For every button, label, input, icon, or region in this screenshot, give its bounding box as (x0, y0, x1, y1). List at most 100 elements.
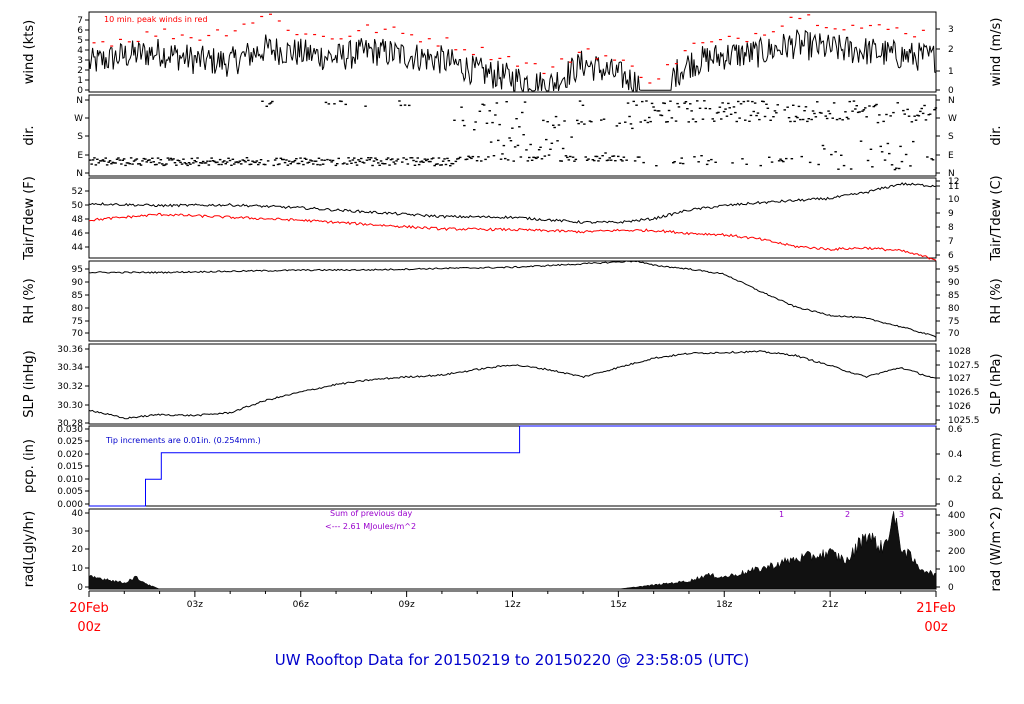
dir-point (646, 121, 650, 124)
dir-point (310, 160, 314, 162)
rh-ytick-label-right: 90 (948, 278, 960, 288)
dir-point (235, 161, 239, 163)
dir-point (933, 109, 936, 111)
dir-point (573, 160, 576, 162)
dir-point (177, 160, 181, 162)
dir-ylabel-right: dir. (989, 125, 1004, 145)
wind-ytick-label: 7 (77, 16, 83, 26)
temp-ylabel-right: Tair/Tdew (C) (989, 175, 1004, 261)
dir-point (228, 159, 232, 162)
rad-ytick-label-right: 400 (948, 511, 965, 521)
dir-point (155, 163, 158, 166)
dir-point (351, 159, 355, 161)
dir-point (741, 158, 744, 160)
dir-point (419, 161, 422, 163)
dir-point (773, 110, 777, 112)
dir-point (379, 160, 383, 162)
dir-ytick-label: E (77, 151, 83, 161)
dir-point (240, 163, 243, 165)
dir-point (197, 164, 201, 167)
dir-point (165, 163, 168, 165)
dir-point (365, 159, 369, 161)
dir-point (290, 161, 294, 163)
dir-point (720, 118, 723, 120)
temp-ytick-label-right: 11 (948, 182, 959, 192)
dir-point (643, 119, 647, 122)
dir-point (904, 153, 908, 156)
dir-point (207, 164, 211, 166)
dir-point (779, 158, 782, 160)
pcp-ylabel-left: pcp. (in) (22, 439, 37, 493)
dir-point (869, 148, 873, 150)
dir-point (357, 159, 360, 161)
rh-ytick-label-right: 70 (948, 329, 960, 339)
dir-point (505, 101, 508, 103)
dir-point (444, 163, 448, 166)
dir-point (153, 164, 157, 166)
dir-point (886, 142, 890, 145)
dir-point (179, 161, 182, 164)
dir-point (727, 102, 730, 105)
dir-point (914, 119, 918, 121)
dir-point (175, 164, 178, 166)
dir-point (552, 124, 555, 126)
dir-point (461, 119, 465, 122)
dir-point (209, 160, 212, 162)
dir-point (529, 143, 532, 146)
dir-point (377, 162, 380, 164)
dir-point (193, 160, 196, 162)
dir-point (577, 122, 580, 125)
dir-point (161, 163, 164, 165)
dir-point (398, 100, 401, 102)
dir-point (454, 160, 458, 163)
dir-point (725, 115, 729, 117)
dir-point (221, 161, 225, 163)
dir-point (604, 152, 607, 154)
dir-point (139, 164, 143, 166)
wind-ytick-label: 0 (77, 86, 83, 96)
wind-ytick-label: 6 (77, 26, 83, 36)
dir-point (803, 110, 806, 112)
rad-ytick-label-right: 100 (948, 565, 965, 575)
dir-point (101, 159, 105, 161)
dir-point (840, 154, 843, 156)
temp-frame (88, 177, 937, 259)
x-axis: 20Feb 00z 21Feb 00z 03z 06z 09z 12z 15z 18z 21… (69, 590, 956, 635)
dir-point (384, 163, 387, 165)
dir-point (302, 163, 305, 166)
slp-ytick-label-right: 1026.5 (948, 388, 980, 398)
dir-point (272, 164, 275, 167)
rh-ytick-label-right: 95 (948, 265, 959, 275)
dir-point (203, 162, 206, 164)
dir-point (467, 155, 470, 157)
dir-point (413, 164, 417, 166)
dir-point (594, 155, 597, 158)
temp-ytick-label: 48 (72, 215, 84, 225)
dir-point (420, 160, 424, 162)
dir-point (693, 156, 696, 158)
dir-point (864, 107, 867, 109)
dir-point (234, 161, 237, 163)
dir-point (872, 105, 875, 108)
dir-point (334, 164, 338, 167)
dir-point (625, 159, 628, 161)
dir-point (227, 157, 230, 159)
slp-frame (88, 343, 937, 425)
slp-ytick-label: 30.32 (57, 382, 83, 392)
dir-point (683, 102, 686, 104)
dir-point (641, 100, 644, 103)
dir-point (653, 109, 657, 112)
temp-ytick-label-right: 8 (948, 223, 954, 233)
dir-point (856, 111, 860, 114)
pcp-ytick-label: 0.030 (57, 425, 83, 435)
dir-point (110, 163, 113, 165)
dir-point (554, 115, 558, 118)
dir-point (705, 163, 709, 166)
dir-point (305, 158, 308, 160)
dir-point (350, 162, 353, 164)
dir-point (624, 121, 627, 123)
wind-ytick-label-right: 3 (948, 25, 954, 35)
x-start-hour: 00z (77, 620, 101, 635)
dir-point (504, 157, 507, 160)
